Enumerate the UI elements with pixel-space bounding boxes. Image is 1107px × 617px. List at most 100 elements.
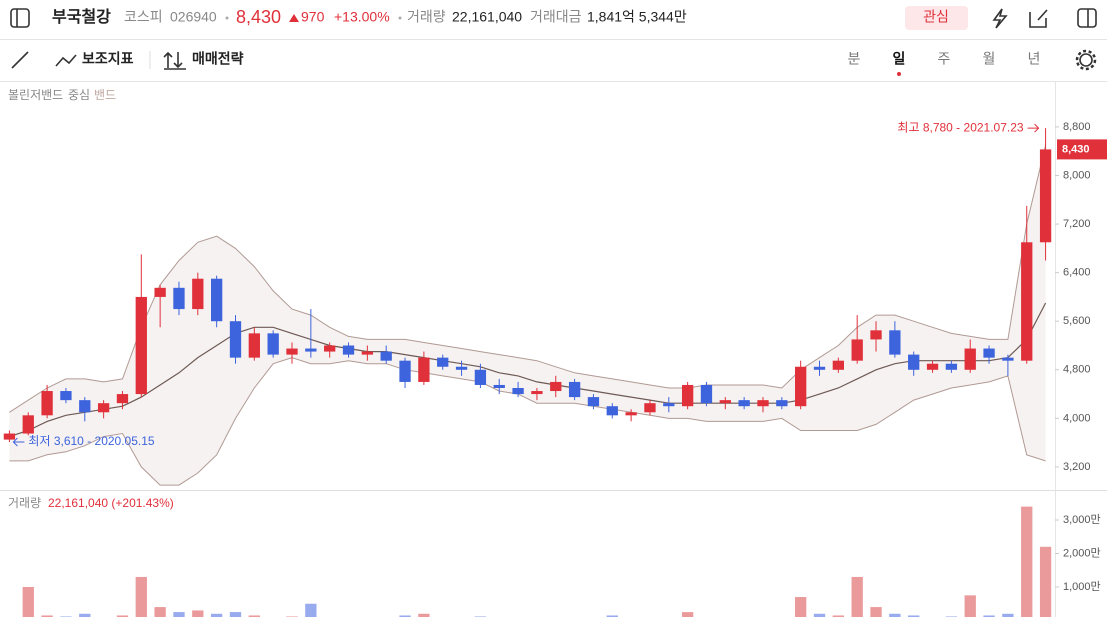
volume-bar [229,612,242,617]
draw-tool-icon[interactable] [11,51,29,69]
candle-body [154,287,166,297]
period-tab[interactable]: 월 [983,51,996,67]
candle-body [3,433,16,440]
candle-body [22,415,34,434]
y-tick-label: 5,600 [1063,315,1091,327]
candle-body [248,333,260,358]
period-tab[interactable]: 일 [893,51,906,67]
volume-bar [173,612,185,617]
candle-body [1002,357,1014,361]
candle-body [964,348,976,370]
high-note: 최고 8,780 - 2021.07.23 [897,120,1023,134]
volume-bar [813,613,826,617]
y-tick-label: 6,400 [1063,267,1091,279]
market: 코스피 [124,9,163,25]
y-tick-label: 4,000 [1063,412,1091,424]
indicator-line: 중심 [68,88,90,102]
candle-body [663,403,675,407]
active-dot [897,72,901,76]
watch-button[interactable] [905,6,968,30]
candle-body [380,351,392,361]
watch-button-label: 관심 [923,9,949,25]
candle-body [926,363,939,370]
volume-bar [1039,546,1052,617]
indicator-icon[interactable] [55,54,77,67]
candle-body [757,400,769,407]
candle-body [1039,149,1052,243]
period-tab[interactable]: 분 [848,51,861,67]
volume-bar [832,615,844,617]
volume-bar [418,613,430,617]
strategy-button[interactable]: 매매전략 [192,51,244,67]
candle-body [41,391,53,416]
volume-title: 거래량 [8,496,41,510]
candle-body [267,333,279,355]
candle-body [568,381,581,398]
volume-bar [22,586,34,617]
panel-icon[interactable] [10,8,30,28]
volume-bar [1021,506,1033,617]
candle-body [192,278,204,310]
change-pct: +13.00% [334,9,390,25]
low-note: 최저 3,610 - 2020.05.15 [28,434,154,448]
candle-body [512,388,524,395]
change: 970 [301,9,325,25]
stock-name: 부국철강 [52,8,111,26]
last-price-label: 8,430 [1062,143,1090,155]
candle-body [135,296,147,395]
candle-body [681,384,694,407]
candle-body [173,287,185,310]
volume-bar [79,613,91,617]
indicators-button[interactable]: 보조지표 [82,51,134,67]
side-panel-icon[interactable] [1077,8,1097,28]
candle-body [399,360,411,382]
volume-bar [154,607,166,617]
flash-icon[interactable] [992,8,1008,29]
code: 026940 [170,9,217,25]
volume-bar [870,607,882,617]
candle-body [550,381,562,392]
candle-body [455,366,468,370]
candle-body [889,330,901,355]
settings-icon[interactable] [1079,53,1093,67]
candle-body [795,366,807,407]
last-price-tag [1057,139,1107,160]
candle-body [437,357,449,367]
candle-body [851,339,863,361]
y-tick-label: 3,200 [1063,461,1091,473]
volume-bar [983,615,995,617]
volume-summary: 22,161,040 (+201.43%) [48,496,174,510]
high-arrow [1027,123,1040,133]
edit-icon[interactable] [1029,9,1048,28]
volume-bar [908,615,920,617]
volume-bar [1002,613,1014,617]
y-tick-label: 8,800 [1063,121,1091,133]
candle-body [945,363,958,370]
volume-bar [116,615,129,617]
band-line [9,357,1046,486]
period-tab[interactable]: 주 [938,51,951,67]
candle-body [361,351,374,355]
candle-body [211,278,223,322]
y-tick-label: 8,000 [1063,169,1091,181]
candle-body [587,397,600,407]
strategy-icon[interactable] [163,51,186,70]
volume-bar [192,610,204,617]
volume-bar [681,612,694,617]
candle-body [700,384,713,404]
indicator-line: 밴드 [94,88,116,102]
volume-bar [606,615,618,617]
period-tab[interactable]: 년 [1028,51,1041,67]
candle-body [644,403,656,413]
volume-bar [851,576,863,617]
volume-bar [135,576,147,617]
band-line [9,144,1047,413]
volume-bar [399,615,411,617]
candle-body [97,403,110,413]
candle-body [324,345,336,352]
candle-body [474,369,487,385]
volume: 22,161,040 [452,9,522,25]
y-tick-label: 7,200 [1063,218,1091,230]
